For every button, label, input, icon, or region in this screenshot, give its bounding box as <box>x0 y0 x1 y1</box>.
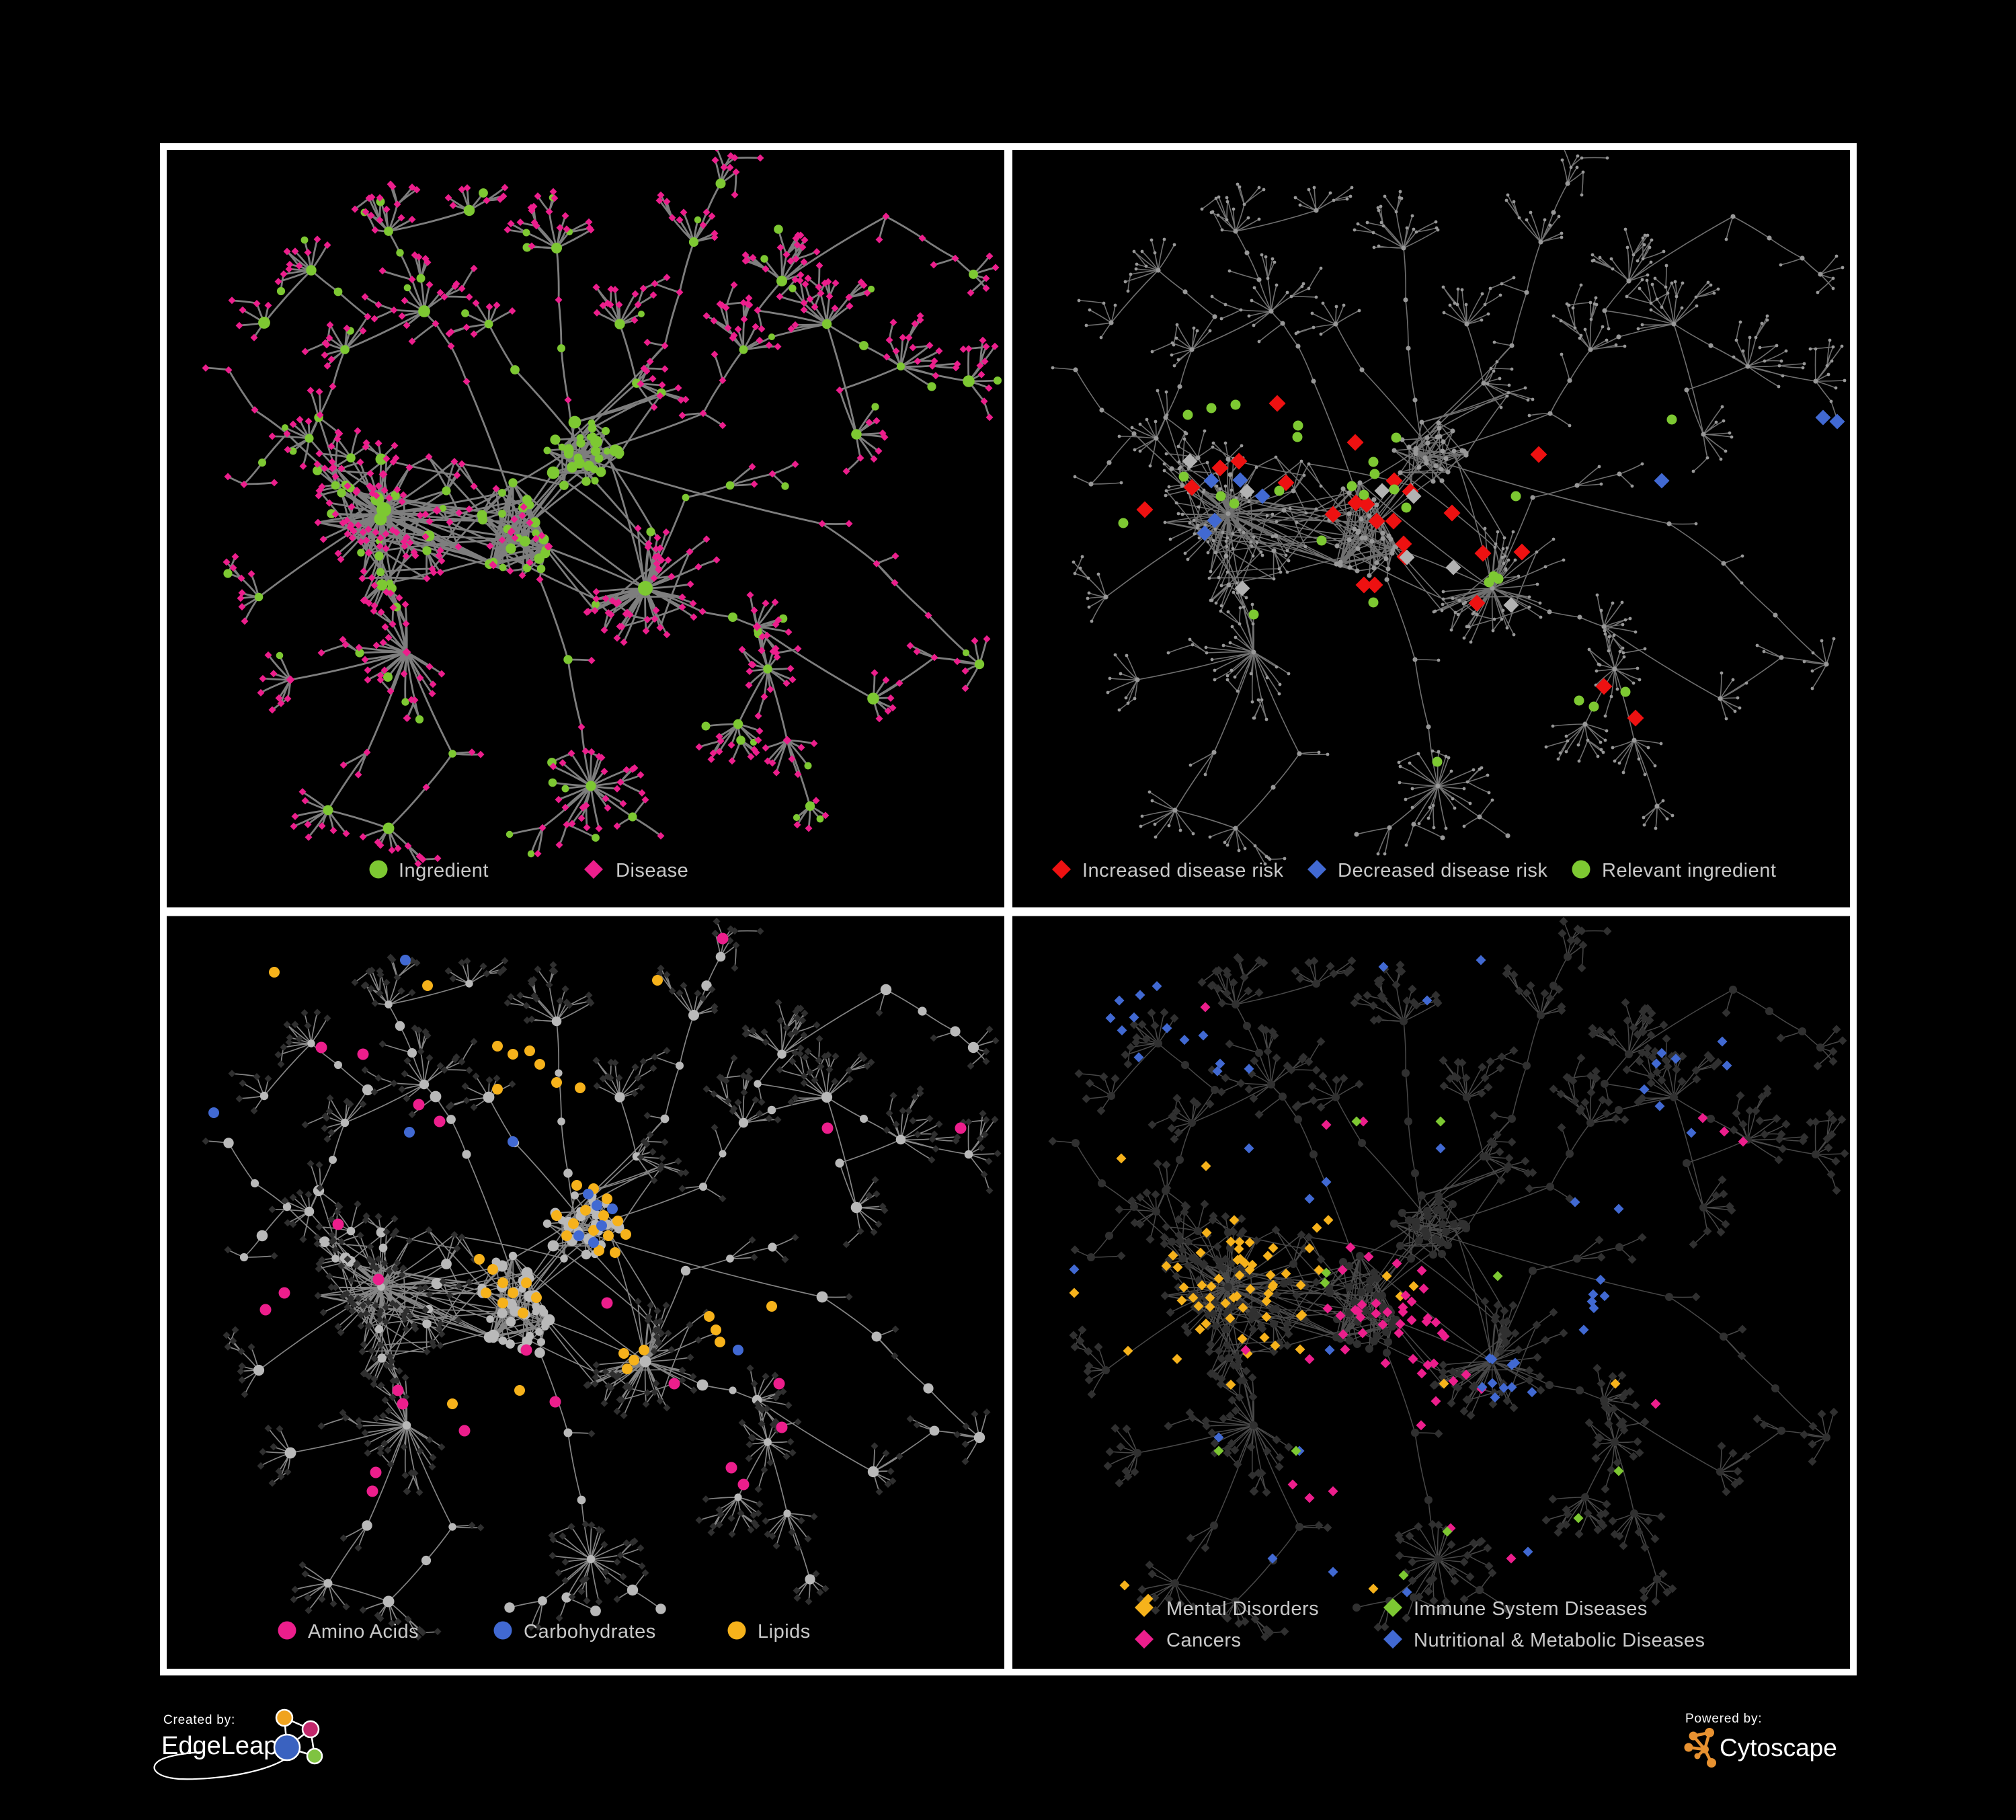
svg-text:EdgeLeap: EdgeLeap <box>161 1732 278 1760</box>
svg-text:Created by:: Created by: <box>163 1713 235 1727</box>
svg-text:Relevant ingredient: Relevant ingredient <box>1602 860 1776 881</box>
svg-text:Powered by:: Powered by: <box>1685 1712 1762 1726</box>
svg-text:Immune System Diseases: Immune System Diseases <box>1414 1598 1648 1620</box>
svg-text:Amino Acids: Amino Acids <box>308 1621 419 1643</box>
svg-text:Ingredient: Ingredient <box>399 860 489 881</box>
svg-text:Decreased disease risk: Decreased disease risk <box>1338 860 1547 881</box>
svg-text:Nutritional & Metabolic Diseas: Nutritional & Metabolic Diseases <box>1414 1630 1705 1651</box>
svg-text:Disease: Disease <box>616 860 688 881</box>
svg-text:Carbohydrates: Carbohydrates <box>524 1621 656 1643</box>
svg-text:Lipids: Lipids <box>758 1621 811 1643</box>
svg-text:Cytoscape: Cytoscape <box>1720 1734 1837 1762</box>
svg-text:Mental Disorders: Mental Disorders <box>1166 1598 1319 1620</box>
svg-text:Cancers: Cancers <box>1166 1630 1242 1651</box>
svg-text:Increased disease risk: Increased disease risk <box>1082 860 1284 881</box>
